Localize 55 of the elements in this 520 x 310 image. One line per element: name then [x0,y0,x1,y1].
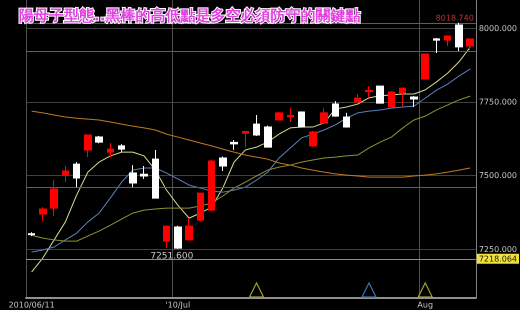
candlestick [309,130,317,148]
candlestick [444,34,451,46]
candlestick [174,225,182,250]
candlestick [219,156,227,172]
y-tick-label: 7500.000 [478,171,517,180]
x-tick-label: Aug [417,300,434,310]
candlestick [332,100,339,118]
candlestick [354,94,361,104]
y-tick-label: 8000.000 [478,24,517,33]
candlestick [73,162,80,188]
candlestick [118,144,125,153]
candlestick [197,192,204,222]
candlestick [410,96,418,108]
candlestick [50,180,58,217]
candlestick [253,114,260,136]
y-tick-label: 7250.000 [478,244,517,254]
x-tick-label: 2010/06/11 [8,300,55,310]
candlestick [376,84,384,104]
line-series [31,68,471,253]
candlestick [455,22,463,52]
line-series [31,46,471,273]
candlestick [62,165,69,183]
line-series [31,110,471,178]
candlestick [388,90,395,110]
y-tick-label: 7750.000 [478,97,517,106]
candlestick [185,218,193,242]
candlestick [107,142,114,158]
candlestick [343,112,350,128]
ref-line-label: 8018.740 [436,13,474,22]
candlestick [421,53,429,80]
ref-line-label: 7218.064 [478,254,517,264]
candlestick [298,110,305,128]
candlestick [275,112,283,122]
candlestick [242,130,249,148]
candlestick [264,125,272,148]
candlestick [365,86,373,98]
candlestick [140,165,148,180]
annotation: 7251.600 [150,251,194,262]
candlestick [129,164,137,188]
candlestick [95,135,103,144]
candlestick [433,38,440,54]
candlestick [152,150,159,199]
candlestick [230,140,238,151]
line-series [31,96,471,242]
candlestick [466,38,474,51]
candlestick [287,108,294,123]
candlestick [28,232,35,237]
candlestick [84,134,92,158]
candlestick [163,226,170,249]
candlestick [208,158,215,212]
candlestick [39,206,47,222]
x-tick-label: '10/Jul [165,300,190,310]
candlestick [399,87,406,107]
candlestick [320,108,328,124]
text: 陽母子型態..黑棒的高低點是多空必須防守的關鍵點 [19,6,360,24]
